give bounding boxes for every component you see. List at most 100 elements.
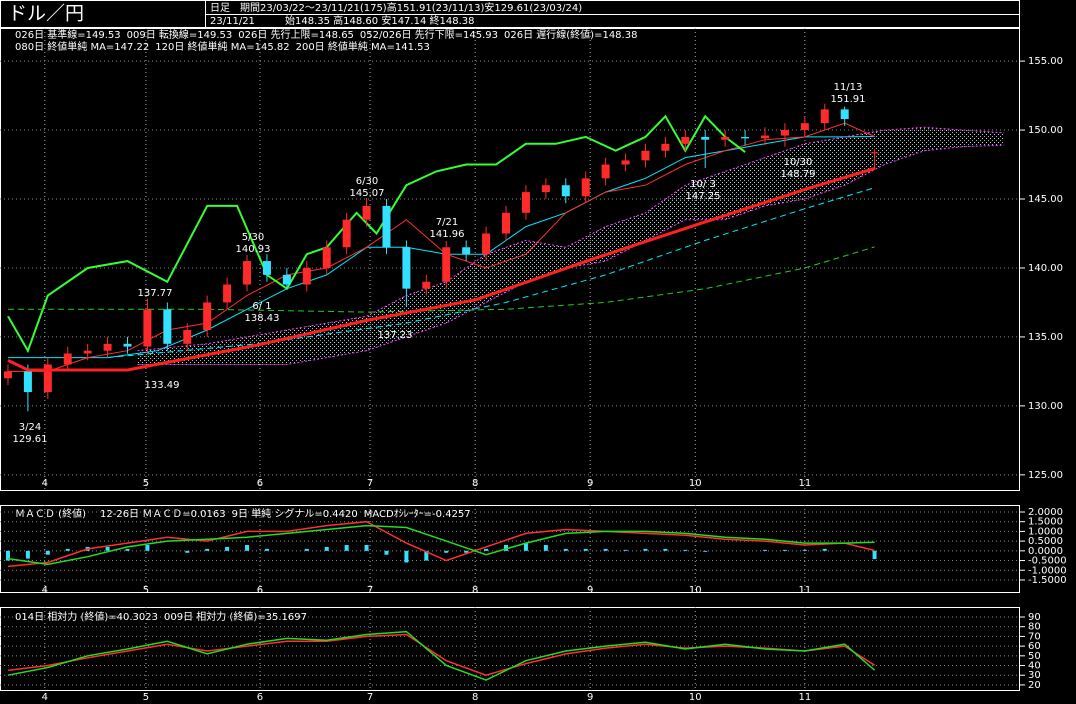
candle-body [561, 185, 570, 197]
legend-entry: MACDｵｼﾚｰﾀｰ=-0.4257 [364, 508, 471, 520]
x-tick-label: 11 [798, 478, 811, 489]
y-tick-label: 150.00 [1028, 125, 1063, 136]
oscillator-bar [563, 548, 568, 551]
y-tick-label: 70 [1028, 631, 1041, 642]
annotation: 3/24 [19, 422, 41, 433]
y-tick-label: 155.00 [1028, 56, 1063, 67]
interval: 日足 [210, 2, 230, 14]
legend-entry: 12-26日 ＭＡＣＤ=0.0163 [100, 509, 226, 520]
candle-body [322, 247, 331, 268]
candle-body [462, 247, 471, 255]
legend-entry: 026日 先行上限=148.65 [238, 28, 354, 41]
oscillator-bar [25, 550, 30, 559]
annotation: 11/13 [834, 82, 863, 93]
candle-body [502, 212, 511, 234]
annotation: 141.96 [430, 229, 465, 240]
candle-body [820, 109, 829, 124]
x-tick-label: 8 [472, 585, 478, 596]
x-tick-label: 6 [257, 585, 263, 596]
annotation: 138.43 [245, 313, 280, 324]
candle-body [422, 281, 431, 289]
y-tick-label: -1.5000 [1028, 575, 1067, 586]
oscillator-bar [384, 550, 389, 555]
candle-body [23, 371, 32, 393]
indicator-line [7, 114, 746, 354]
x-tick-label: 11 [798, 585, 811, 596]
candle-body [661, 143, 670, 151]
annotation: 137.23 [378, 330, 413, 341]
candle-body [123, 343, 132, 347]
x-tick-label: 4 [42, 478, 48, 489]
annotation: 6/ 1 [252, 301, 271, 312]
oscillator-bar [264, 548, 269, 551]
y-tick-label: 60 [1028, 641, 1041, 652]
annotation: 6/30 [356, 176, 378, 187]
candle-body [282, 274, 291, 285]
x-tick-label: 7 [367, 585, 373, 596]
legend-entry: 052/026日 先行下限=145.93 [360, 28, 498, 41]
oscillator-bar [125, 548, 130, 551]
candle-body [721, 136, 730, 140]
legend-entry: 120日 終値単純 MA=145.82 [155, 40, 289, 53]
legend-entry: 9日 単純 シグナル=0.4420 [232, 507, 358, 520]
oscillator-bar [404, 550, 409, 563]
panel-title: ＭＡＣＤ (終値) [15, 507, 86, 520]
legend-entry: 014日 相対力 (終値)=40.3023 [15, 610, 158, 623]
annotation: 148.79 [781, 169, 816, 180]
macd-line [7, 524, 875, 566]
x-tick-label: 7 [367, 692, 373, 703]
oscillator-bar [225, 546, 230, 551]
macd-line [7, 520, 875, 568]
candle-body [442, 247, 451, 282]
candle-body [780, 130, 789, 136]
date: 23/11/21 [210, 16, 255, 27]
candle-body [870, 152, 879, 154]
x-tick-label: 4 [42, 585, 48, 596]
rsi-line [7, 633, 876, 676]
oscillator-bar [782, 549, 787, 551]
y-tick-label: 145.00 [1028, 194, 1063, 205]
legend-entry: 009日 相対力 (終値)=35.1697 [164, 610, 307, 623]
oscillator-bar [145, 545, 150, 551]
legend-entry: 026日 基準線=149.53 [15, 28, 121, 41]
moving-average [7, 166, 876, 372]
candle-body [83, 350, 92, 354]
y-tick-label: 90 [1028, 612, 1041, 623]
x-tick-label: 7 [367, 478, 373, 489]
x-tick-label: 9 [587, 478, 593, 489]
candle-body [183, 330, 192, 344]
candle-body [761, 135, 769, 139]
y-tick-label: -0.5000 [1028, 556, 1067, 567]
candle-body [203, 302, 212, 331]
rsi-line [7, 630, 876, 681]
candle-body [163, 309, 172, 344]
oscillator-bar [205, 548, 210, 551]
annotation: 10/ 3 [690, 179, 716, 190]
title: ドル／円 [8, 3, 84, 25]
period: 期間23/03/22～23/11/21(175)高151.91(23/11/13… [240, 1, 582, 14]
oscillator-bar [245, 545, 250, 551]
oscillator-bar [603, 548, 608, 551]
candle-body [701, 136, 710, 140]
annotation: 129.61 [13, 434, 48, 445]
y-tick-label: 125.00 [1028, 470, 1063, 481]
candle-body [143, 309, 152, 347]
legend-entry: 200日 終値単純 MA=141.53 [296, 40, 430, 53]
y-tick-label: -1.0000 [1028, 565, 1067, 576]
x-tick-label: 5 [143, 478, 149, 489]
legend-entry: 026日 遅行線(終値)=148.38 [504, 28, 637, 41]
candle-body [362, 205, 371, 220]
y-tick-label: 1.0000 [1028, 526, 1063, 537]
y-tick-label: 0.0000 [1028, 546, 1063, 557]
candle-body [223, 284, 232, 303]
candle-body [3, 371, 12, 379]
oscillator-bar [643, 548, 648, 551]
x-tick-label: 11 [798, 692, 811, 703]
annotation: 133.49 [145, 380, 180, 391]
y-tick-label: 130.00 [1028, 401, 1063, 412]
x-tick-label: 6 [257, 478, 263, 489]
candle-body [402, 247, 411, 289]
candle-body [621, 160, 630, 165]
